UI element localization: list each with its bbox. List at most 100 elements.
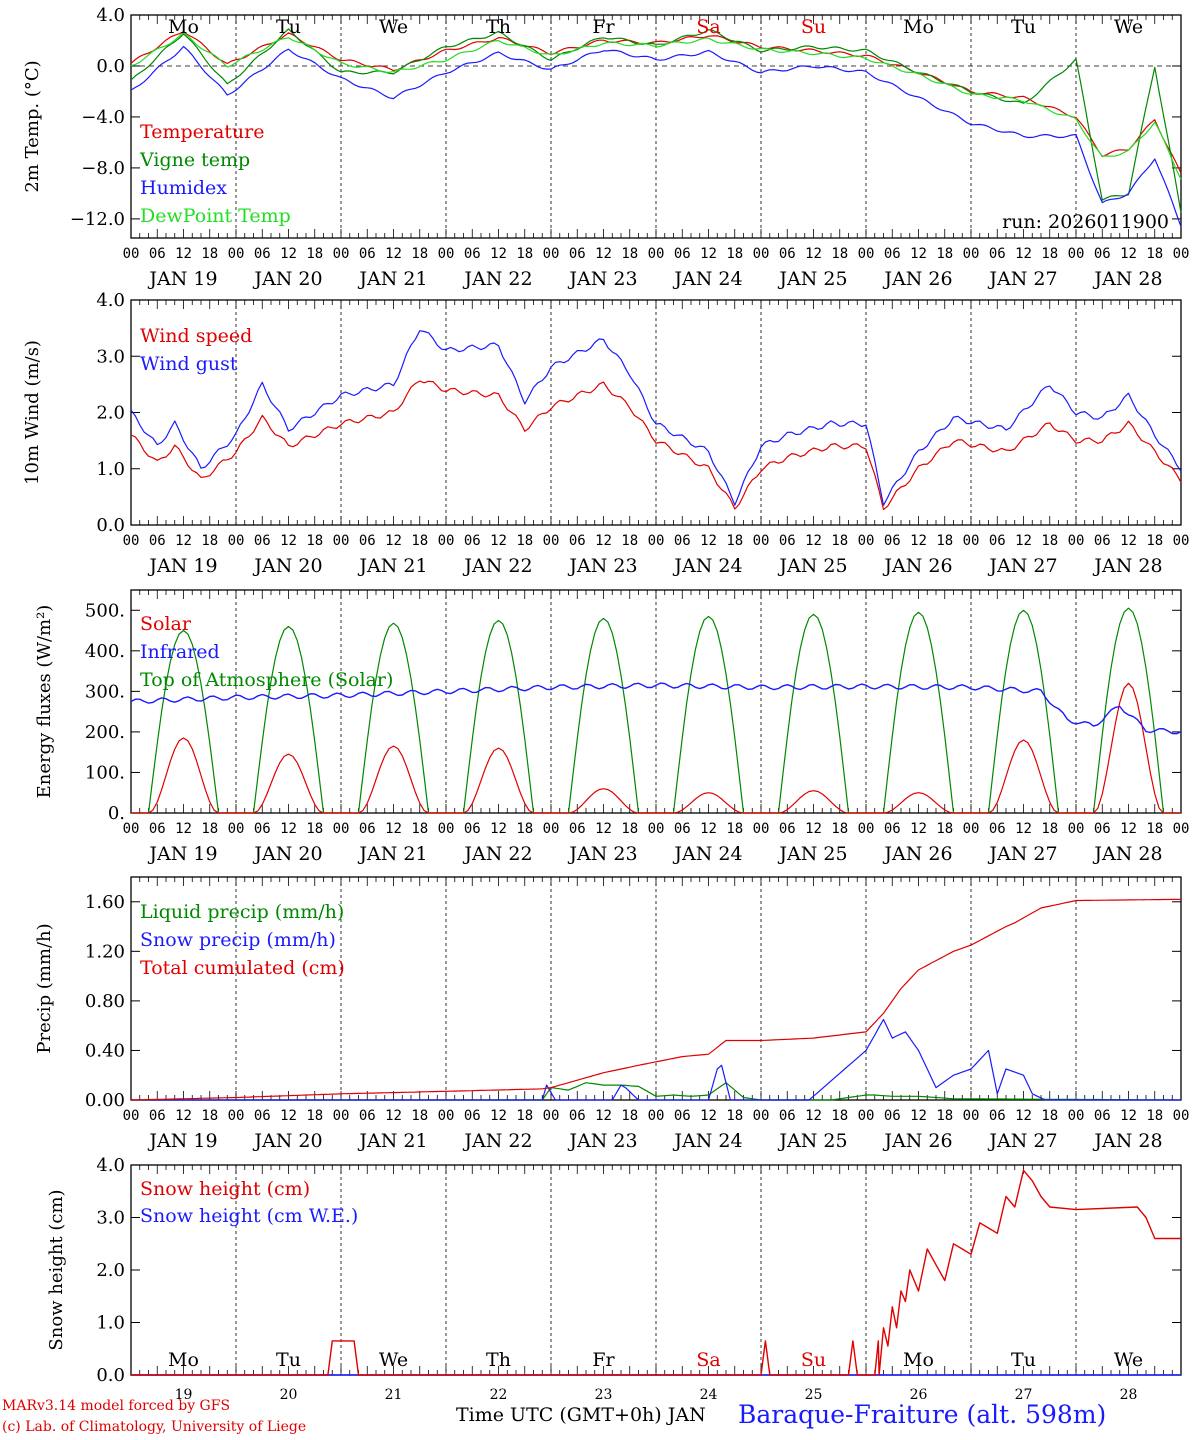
snow-day-number: 24 — [700, 1387, 718, 1403]
panel-precip-xtick-label: 06 — [779, 1108, 796, 1124]
panel-energy-xtick-label: 00 — [753, 821, 770, 837]
panel-temp-xtick-label: 18 — [201, 246, 218, 262]
panel-wind-ytick-label: 2.0 — [96, 403, 125, 424]
panel-temp-xtick-label: 00 — [648, 246, 665, 262]
panel-precip-xtick-label: 18 — [621, 1108, 638, 1124]
panel-temp-date-label: JAN 22 — [462, 268, 532, 290]
panel-temp-xtick-label: 18 — [726, 246, 743, 262]
snow-day-number: 22 — [490, 1387, 508, 1403]
panel-energy-xtick-label: 18 — [831, 821, 848, 837]
panel-precip-xtick-label: 12 — [1015, 1108, 1032, 1124]
panel-wind-xtick-label: 00 — [228, 533, 245, 549]
panel-temp-xtick-label: 12 — [385, 246, 402, 262]
panel-temp-ytick-label: −8.0 — [81, 158, 125, 179]
panel-precip-xtick-label: 18 — [726, 1108, 743, 1124]
panel-energy-ytick-label: 400. — [85, 641, 125, 662]
panel-wind-xtick-label: 18 — [936, 533, 953, 549]
panel-wind-xtick-label: 18 — [411, 533, 428, 549]
panel-wind-xtick-label: 00 — [123, 533, 140, 549]
panel-wind-xtick-label: 18 — [516, 533, 533, 549]
panel-energy-xtick-label: 00 — [438, 821, 455, 837]
panel-precip-xtick-label: 18 — [516, 1108, 533, 1124]
weekday-label: Tu — [276, 16, 301, 38]
panel-precip-xtick-label: 12 — [700, 1108, 717, 1124]
series-precip-1 — [131, 1018, 1181, 1101]
panel-energy-xtick-label: 18 — [936, 821, 953, 837]
snow-weekday-label: Su — [801, 1349, 826, 1371]
panel-energy-xtick-label: 18 — [306, 821, 323, 837]
weekday-label: Fr — [592, 16, 615, 38]
panel-temp-xtick-label: 18 — [1146, 246, 1163, 262]
panel-temp-xtick-label: 06 — [464, 246, 481, 262]
panel-energy-xtick-label: 00 — [543, 821, 560, 837]
panel-wind-date-label: JAN 26 — [882, 555, 952, 577]
panel-precip-date-label: JAN 20 — [252, 1130, 322, 1152]
panel-precip-date-label: JAN 23 — [567, 1130, 637, 1152]
panel-temp-date-label: JAN 21 — [357, 268, 427, 290]
panel-energy-xtick-label: 06 — [779, 821, 796, 837]
panel-precip-xtick-label: 18 — [306, 1108, 323, 1124]
panel-wind-frame — [130, 299, 1182, 526]
panel-temp-xtick-label: 12 — [805, 246, 822, 262]
panel-energy-xtick-label: 00 — [228, 821, 245, 837]
credit-line-1: MARv3.14 model forced by GFS — [2, 1398, 231, 1414]
panel-precip-xtick-label: 12 — [910, 1108, 927, 1124]
panel-wind-xtick-label: 12 — [1120, 533, 1137, 549]
panel-precip-date-label: JAN 21 — [357, 1130, 427, 1152]
panel-precip-xtick-label: 06 — [884, 1108, 901, 1124]
panel-wind-xtick-label: 00 — [543, 533, 560, 549]
panel-wind-ytick-label: 4.0 — [96, 290, 125, 311]
panel-precip-xtick-label: 12 — [595, 1108, 612, 1124]
panel-wind-xtick-label: 18 — [831, 533, 848, 549]
series-snow-0 — [131, 1169, 1181, 1376]
panel-energy-xtick-label: 00 — [1173, 821, 1190, 837]
panel-wind-xtick-label: 06 — [149, 533, 166, 549]
panel-wind-xtick-label: 00 — [1173, 533, 1190, 549]
panel-temp-xtick-label: 06 — [884, 246, 901, 262]
panel-temp-xtick-label: 00 — [438, 246, 455, 262]
panel-precip-xtick-label: 00 — [333, 1108, 350, 1124]
panel-wind-xtick-label: 18 — [306, 533, 323, 549]
weekday-label: Mo — [168, 16, 199, 38]
panel-wind-xtick-label: 12 — [700, 533, 717, 549]
panel-energy-xtick-label: 18 — [726, 821, 743, 837]
panel-energy-ytick-label: 300. — [85, 681, 125, 702]
panel-temp-xtick-label: 18 — [831, 246, 848, 262]
panel-temp-xtick-label: 12 — [490, 246, 507, 262]
panel-wind-xtick-label: 18 — [201, 533, 218, 549]
panel-energy-xtick-label: 18 — [621, 821, 638, 837]
panel-temp-xtick-label: 00 — [963, 246, 980, 262]
panel-wind-xtick-label: 00 — [438, 533, 455, 549]
panel-precip-xtick-label: 12 — [280, 1108, 297, 1124]
panel-temp-xtick-label: 12 — [700, 246, 717, 262]
panel-temp-xtick-label: 06 — [779, 246, 796, 262]
panel-precip-date-label: JAN 28 — [1092, 1130, 1162, 1152]
panel-temp-date-label: JAN 26 — [882, 268, 952, 290]
panel-precip-xtick-label: 00 — [1173, 1108, 1190, 1124]
panel-wind-date-label: JAN 28 — [1092, 555, 1162, 577]
panel-precip-xtick-label: 18 — [1146, 1108, 1163, 1124]
panel-wind-xtick-label: 12 — [1015, 533, 1032, 549]
panel-energy-xtick-label: 06 — [569, 821, 586, 837]
time-axis-label: Time UTC (GMT+0h) JAN — [456, 1404, 706, 1426]
panel-temp-date-label: JAN 27 — [987, 268, 1057, 290]
panel-temp-date-label: JAN 23 — [567, 268, 637, 290]
run-label: run: 2026011900 — [1002, 211, 1169, 233]
panel-precip-xtick-label: 18 — [201, 1108, 218, 1124]
legend-snow-0: Snow height (cm) — [140, 1178, 310, 1200]
panel-energy-xtick-label: 12 — [1120, 821, 1137, 837]
snow-weekday-label: Mo — [903, 1349, 934, 1371]
snow-day-number: 25 — [805, 1387, 823, 1403]
panel-wind-xtick-label: 06 — [464, 533, 481, 549]
panel-precip-ytick-label: 0.40 — [85, 1040, 125, 1061]
panel-precip-xtick-label: 12 — [805, 1108, 822, 1124]
panel-wind-xtick-label: 12 — [490, 533, 507, 549]
panel-wind-date-label: JAN 22 — [462, 555, 532, 577]
panel-energy-date-label: JAN 22 — [462, 843, 532, 865]
panel-energy-ytick-label: 200. — [85, 722, 125, 743]
panel-precip-xtick-label: 06 — [1094, 1108, 1111, 1124]
panel-wind-xtick-label: 06 — [1094, 533, 1111, 549]
panel-energy-xtick-label: 06 — [149, 821, 166, 837]
snow-weekday-label: We — [1114, 1349, 1143, 1371]
panel-temp-xtick-label: 06 — [254, 246, 271, 262]
